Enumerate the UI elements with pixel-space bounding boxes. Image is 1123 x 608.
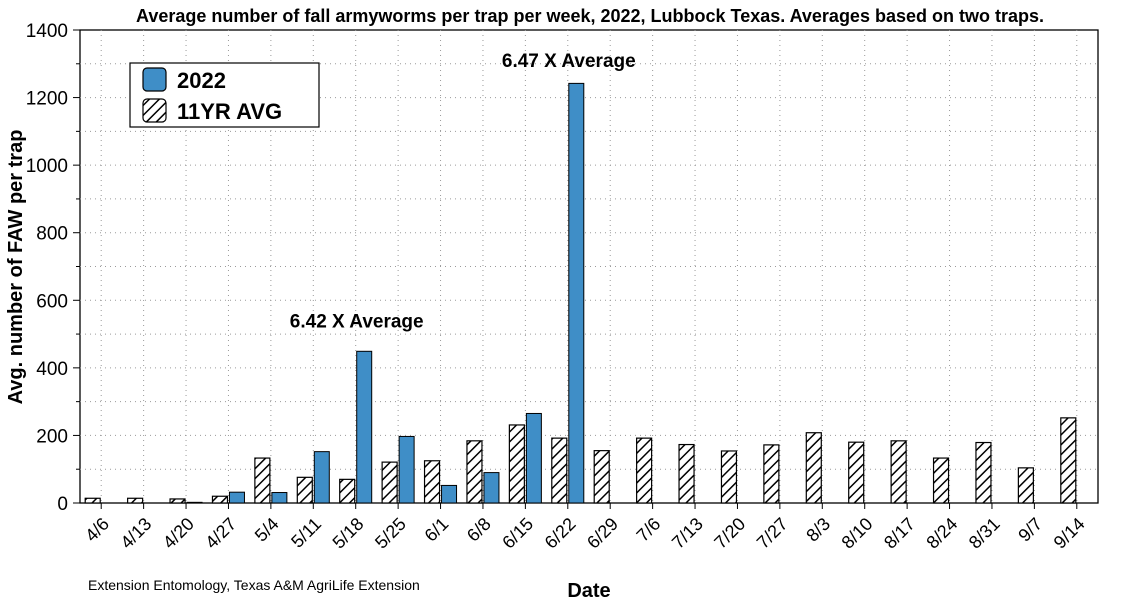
- bar-2022: [186, 501, 203, 504]
- x-tick-label: 4/27: [201, 514, 240, 553]
- bar-11yr-avg: [127, 497, 144, 504]
- x-tick-label: 6/22: [541, 514, 580, 553]
- x-tick-label: 5/11: [287, 514, 325, 552]
- x-tick-label: 6/29: [583, 514, 622, 553]
- legend-label-11yr-avg: 11YR AVG: [177, 99, 282, 124]
- bar-11yr-avg: [805, 432, 822, 504]
- bar-2022: [525, 412, 542, 504]
- annotations: 6.42 X Average 6.47 X Average: [290, 51, 636, 332]
- legend-label-2022: 2022: [177, 68, 226, 93]
- bar-2022: [398, 435, 415, 504]
- x-tick-label: 4/20: [159, 514, 198, 553]
- bar-2022: [483, 472, 500, 504]
- x-tick-label: 4/6: [81, 514, 113, 546]
- bar-11yr-avg: [296, 476, 313, 504]
- bar-2022: [271, 492, 288, 504]
- y-tick-label: 800: [36, 224, 68, 245]
- bar-11yr-avg: [763, 444, 780, 504]
- x-axis: 4/6 4/13 4/20 4/27 5/4 5/11 5/18 5/25 6/1 6/8 6/15…: [81, 503, 1089, 553]
- y-tick-label: 1200: [26, 89, 68, 110]
- legend: 2022 11YR AVG: [129, 62, 320, 128]
- bar-11yr-avg: [508, 424, 525, 504]
- bar-11yr-avg: [211, 495, 229, 504]
- bar-11yr-avg: [975, 441, 992, 504]
- bar-2022: [313, 451, 330, 504]
- bar-11yr-avg: [339, 478, 356, 504]
- x-tick-label: 6/15: [498, 514, 537, 553]
- bar-11yr-avg: [254, 457, 271, 504]
- bar-2022: [568, 82, 585, 504]
- x-tick-label: 8/31: [965, 514, 1004, 553]
- bar-11yr-avg: [551, 437, 568, 504]
- bar-11yr-avg: [423, 460, 441, 504]
- credit-text: Extension Entomology, Texas A&M AgriLife…: [88, 577, 420, 593]
- bar-2022: [228, 491, 245, 504]
- bar-2022: [356, 350, 373, 504]
- bar-11yr-avg: [169, 498, 186, 504]
- bar-11yr-avg: [636, 437, 653, 504]
- x-tick-label: 7/13: [668, 514, 707, 553]
- x-tick-label: 7/20: [710, 514, 749, 553]
- bar-11yr-avg: [890, 440, 907, 504]
- annotation-label: 6.42 X Average: [290, 311, 424, 332]
- bar-11yr-avg: [84, 497, 101, 504]
- bar-11yr-avg: [678, 443, 695, 504]
- bar-11yr-avg: [381, 461, 398, 504]
- bar-11yr-avg: [1060, 417, 1077, 504]
- annotation-label: 6.47 X Average: [502, 51, 636, 72]
- legend-swatch-11yr-avg: [142, 98, 167, 123]
- y-tick-label: 1400: [26, 21, 68, 42]
- x-tick-label: 8/10: [838, 514, 877, 553]
- x-tick-label: 5/25: [371, 514, 410, 553]
- bar-11yr-avg: [848, 441, 865, 504]
- x-tick-label: 9/7: [1014, 514, 1046, 546]
- y-tick-label: 1000: [26, 156, 68, 177]
- legend-swatch-2022: [142, 67, 167, 92]
- chart-title: Average number of fall armyworms per tra…: [136, 6, 1044, 26]
- bar-11yr-avg: [1017, 467, 1034, 504]
- x-tick-label: 9/14: [1050, 514, 1089, 553]
- y-tick-label: 200: [36, 426, 68, 447]
- y-tick-label: 400: [36, 359, 68, 380]
- x-tick-label: 7/27: [753, 514, 792, 553]
- y-tick-label: 0: [57, 494, 68, 515]
- x-tick-label: 5/18: [329, 514, 368, 553]
- bar-11yr-avg: [466, 440, 483, 504]
- x-tick-label: 5/4: [251, 514, 283, 546]
- x-axis-title: Date: [567, 580, 610, 602]
- bar-11yr-avg: [593, 450, 610, 504]
- x-tick-label: 8/17: [880, 514, 919, 553]
- x-tick-label: 8/3: [802, 514, 834, 546]
- bars: [84, 82, 1077, 504]
- x-tick-label: 8/24: [922, 514, 961, 553]
- bar-11yr-avg: [932, 457, 950, 504]
- bar-11yr-avg: [720, 450, 738, 504]
- bar-2022: [441, 484, 458, 504]
- y-axis: 0 200 400 600 800 1000 1200 1400: [26, 21, 80, 515]
- y-axis-title: Avg. number of FAW per trap: [5, 130, 27, 405]
- y-tick-label: 600: [36, 291, 68, 312]
- x-tick-label: 7/6: [633, 514, 665, 546]
- x-tick-label: 4/13: [117, 514, 156, 553]
- x-tick-label: 6/8: [463, 514, 495, 546]
- x-tick-label: 6/1: [421, 514, 453, 546]
